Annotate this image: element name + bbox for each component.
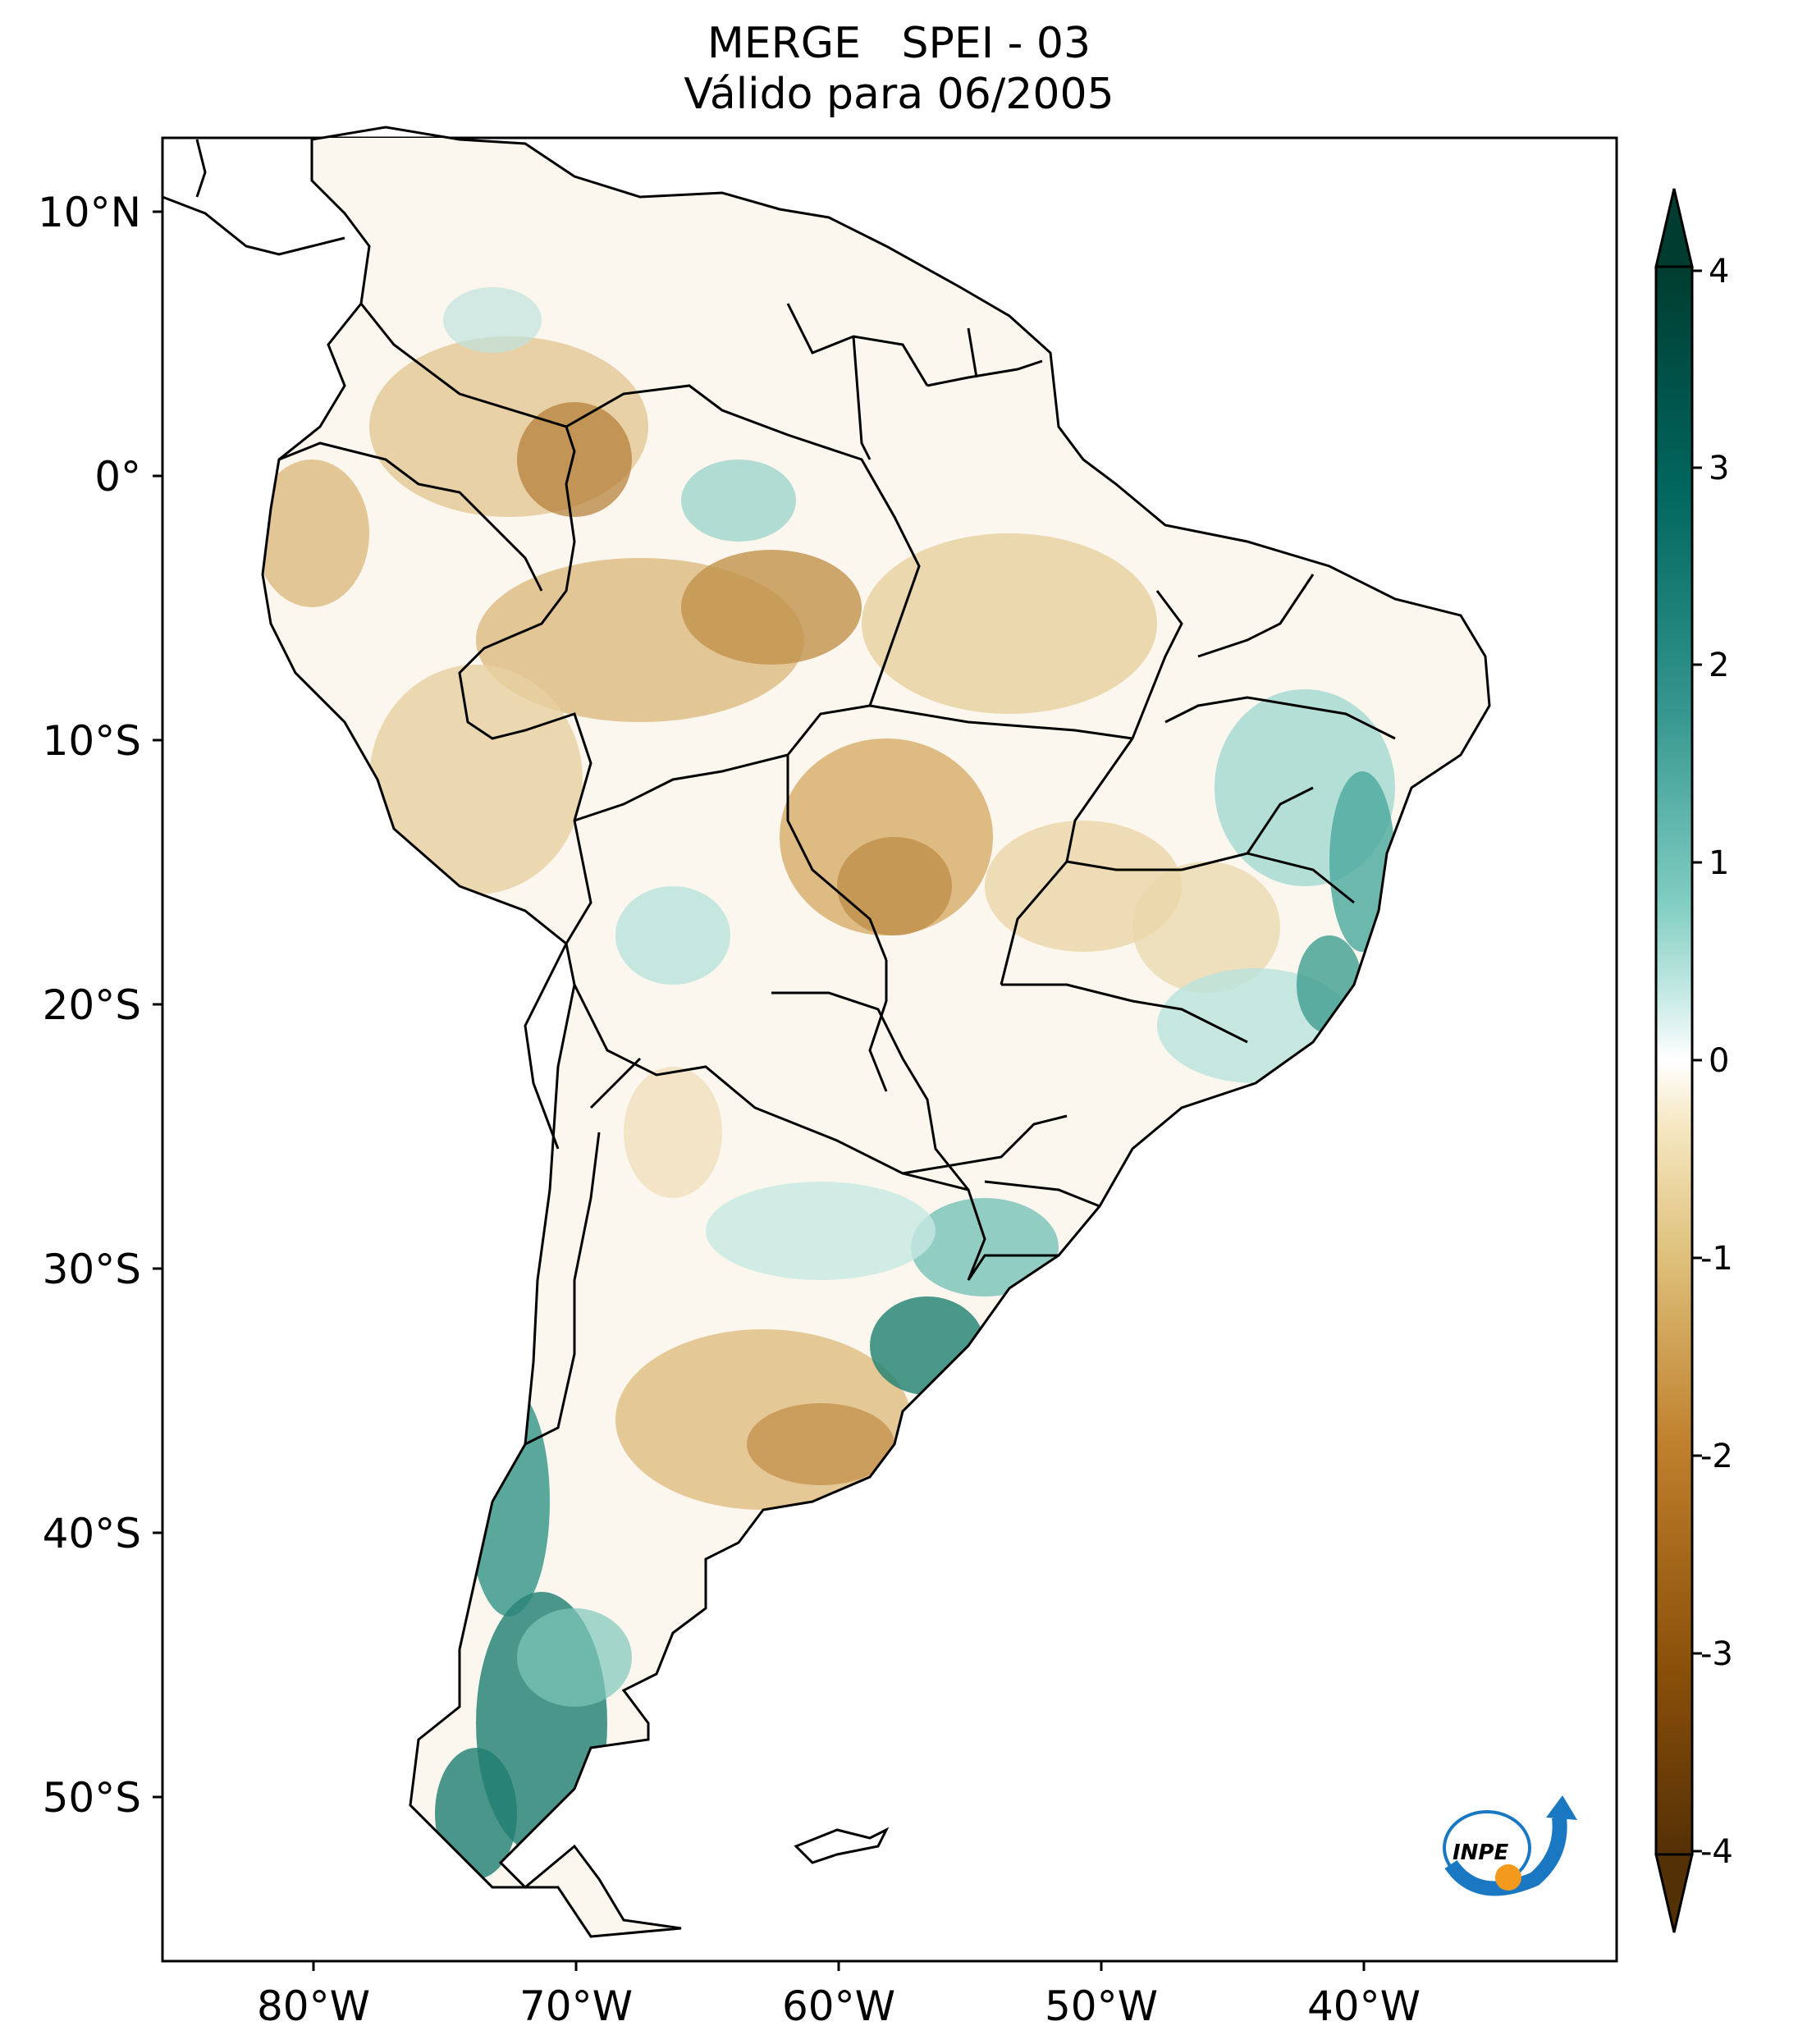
colorbar-label-4: 4 [1709,253,1729,290]
title-line-2: Válido para 06/2005 [684,70,1114,119]
lon-label-40w: 40°W [1307,1982,1421,2030]
lat-label-0: 0° [94,453,141,501]
inpe-logo-text: INPE [1453,1841,1508,1865]
colorbar-label-minus3: -3 [1700,1635,1733,1673]
lat-label-50s: 50°S [43,1774,141,1822]
colorbar-label-2: 2 [1709,647,1729,684]
lat-label-40s: 40°S [43,1510,141,1557]
colorbar-label-1: 1 [1709,844,1729,882]
colorbar-label-0: 0 [1709,1042,1729,1080]
lon-label-70w: 70°W [519,1982,633,2030]
borders [162,126,1491,1938]
colorbar-extend-max [1654,188,1694,268]
colorbar-label-minus2: -2 [1700,1438,1733,1475]
colorbar-label-3: 3 [1709,450,1729,487]
map-title: MERGE SPEI - 03 Válido para 06/2005 [0,18,1798,120]
title-line-1: MERGE SPEI - 03 [707,19,1091,68]
colorbar: 4 3 2 1 0 -1 -2 -3 -4 [1654,188,1733,1933]
axis-ticks [153,210,1366,1971]
lat-label-30s: 30°S [43,1246,141,1293]
colorbar-label-minus1: -1 [1700,1240,1733,1278]
lat-label-10n: 10°N [38,189,141,236]
inpe-logo: INPE [1443,1795,1577,1896]
colorbar-label-minus4: -4 [1700,1833,1733,1871]
lat-label-20s: 20°S [43,981,141,1029]
lon-label-50w: 50°W [1045,1982,1158,2030]
lon-label-80w: 80°W [257,1982,370,2030]
lat-label-10s: 10°S [43,717,141,765]
colorbar-extend-min [1654,1853,1694,1933]
lon-label-60w: 60°W [782,1982,895,2030]
